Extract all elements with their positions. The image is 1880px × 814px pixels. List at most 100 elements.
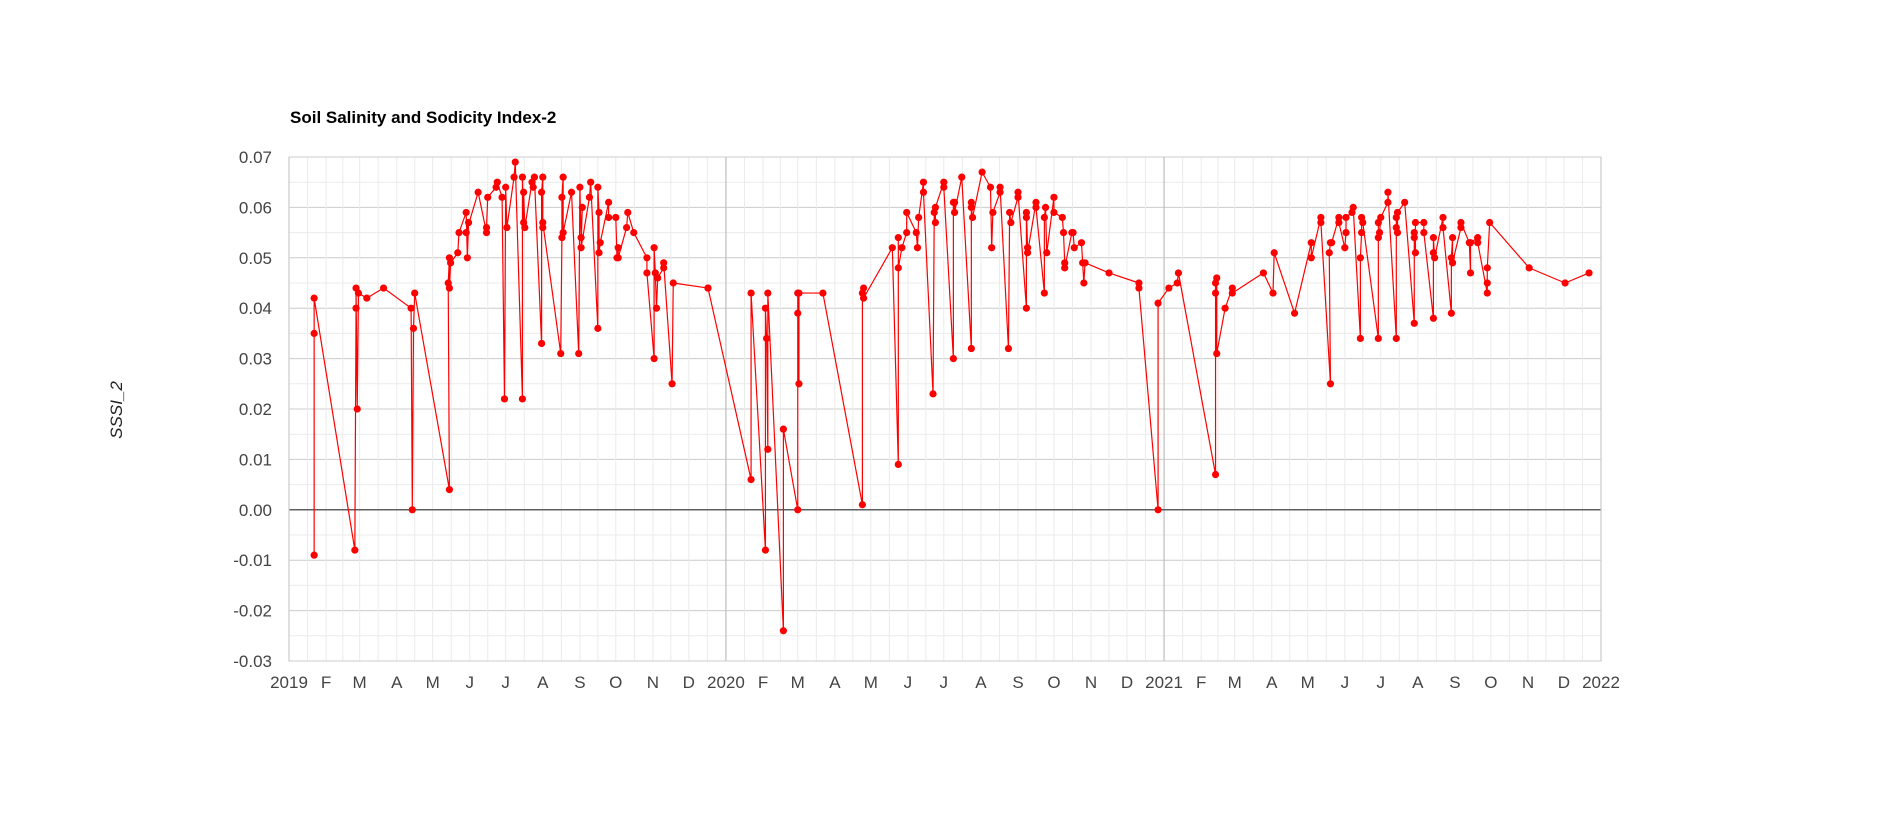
data-point[interactable] [1211,470,1220,479]
data-point[interactable] [1058,213,1066,222]
data-point[interactable] [1050,193,1058,201]
data-point[interactable] [585,193,594,201]
data-point[interactable] [559,229,567,237]
data-point[interactable] [669,279,677,287]
data-point[interactable] [1050,208,1058,217]
data-point[interactable] [462,208,470,217]
data-point[interactable] [949,355,957,363]
data-point[interactable] [1429,234,1438,242]
data-point[interactable] [643,254,651,262]
data-point[interactable] [654,274,662,282]
data-point[interactable] [1328,239,1336,247]
data-point[interactable] [795,289,803,297]
data-point[interactable] [894,234,902,242]
data-point[interactable] [587,178,595,186]
data-point[interactable] [858,501,867,509]
data-point[interactable] [989,208,997,217]
data-point[interactable] [1342,229,1350,237]
data-point[interactable] [913,244,922,252]
data-point[interactable] [967,198,975,206]
data-point[interactable] [578,203,586,211]
data-point[interactable] [1307,239,1315,247]
data-point[interactable] [929,390,937,398]
data-point[interactable] [794,309,802,317]
data-point[interactable] [1004,344,1013,353]
data-point[interactable] [1357,229,1366,237]
data-point[interactable] [958,173,966,181]
data-point[interactable] [1022,304,1030,312]
data-point[interactable] [447,259,455,267]
data-point[interactable] [1375,229,1384,237]
data-point[interactable] [1447,309,1455,317]
data-point[interactable] [1401,198,1409,206]
data-point[interactable] [1420,229,1428,237]
data-point[interactable] [510,173,518,181]
data-point[interactable] [1356,254,1364,262]
data-point[interactable] [454,249,462,257]
data-point[interactable] [1269,289,1277,297]
data-point[interactable] [1259,269,1268,277]
data-point[interactable] [1173,279,1181,287]
data-point[interactable] [503,223,511,232]
data-point[interactable] [764,445,772,453]
data-point[interactable] [1466,239,1475,247]
data-point[interactable] [1359,218,1367,227]
data-point[interactable] [1486,218,1494,227]
data-point[interactable] [903,208,911,217]
data-point[interactable] [1474,234,1482,242]
data-point[interactable] [482,223,491,232]
data-point[interactable] [595,249,603,257]
data-point[interactable] [1374,334,1382,343]
data-point[interactable] [919,188,928,196]
data-point[interactable] [1228,289,1236,297]
data-point[interactable] [630,229,638,237]
data-point[interactable] [1317,218,1325,227]
data-point[interactable] [643,269,651,277]
data-point[interactable] [484,193,492,201]
data-point[interactable] [498,193,506,201]
data-point[interactable] [1105,269,1113,277]
data-point[interactable] [310,551,318,559]
data-point[interactable] [1392,334,1400,343]
data-point[interactable] [511,158,519,166]
data-point[interactable] [996,188,1004,196]
data-point[interactable] [1384,198,1392,206]
data-point[interactable] [529,183,537,191]
data-point[interactable] [1356,334,1364,343]
data-point[interactable] [1483,289,1491,297]
data-point[interactable] [1006,208,1014,217]
data-point[interactable] [650,355,658,363]
data-point[interactable] [931,203,940,211]
data-point[interactable] [1165,284,1173,292]
data-point[interactable] [1061,264,1069,272]
data-point[interactable] [1154,506,1162,514]
data-point[interactable] [1429,314,1438,322]
data-point[interactable] [988,244,996,252]
data-point[interactable] [1061,259,1069,267]
data-point[interactable] [968,213,977,222]
data-point[interactable] [1213,349,1221,358]
data-point[interactable] [779,627,787,635]
data-point[interactable] [986,183,995,191]
data-point[interactable] [1457,223,1465,232]
data-point[interactable] [521,223,529,232]
data-point[interactable] [764,289,772,297]
data-point[interactable] [1335,218,1343,227]
data-point[interactable] [518,173,527,181]
data-point[interactable] [594,324,602,332]
data-point[interactable] [614,254,622,262]
data-point[interactable] [903,229,911,237]
data-point[interactable] [919,178,928,186]
data-point[interactable] [888,244,896,252]
data-point[interactable] [1457,218,1465,227]
data-point[interactable] [624,208,632,217]
data-point[interactable] [1411,218,1420,227]
data-point[interactable] [996,183,1004,191]
data-point[interactable] [1410,319,1418,327]
data-point[interactable] [407,304,415,312]
data-point[interactable] [761,546,770,554]
data-point[interactable] [351,546,359,554]
data-point[interactable] [594,183,602,191]
data-point[interactable] [1024,249,1032,257]
data-point[interactable] [493,178,501,186]
